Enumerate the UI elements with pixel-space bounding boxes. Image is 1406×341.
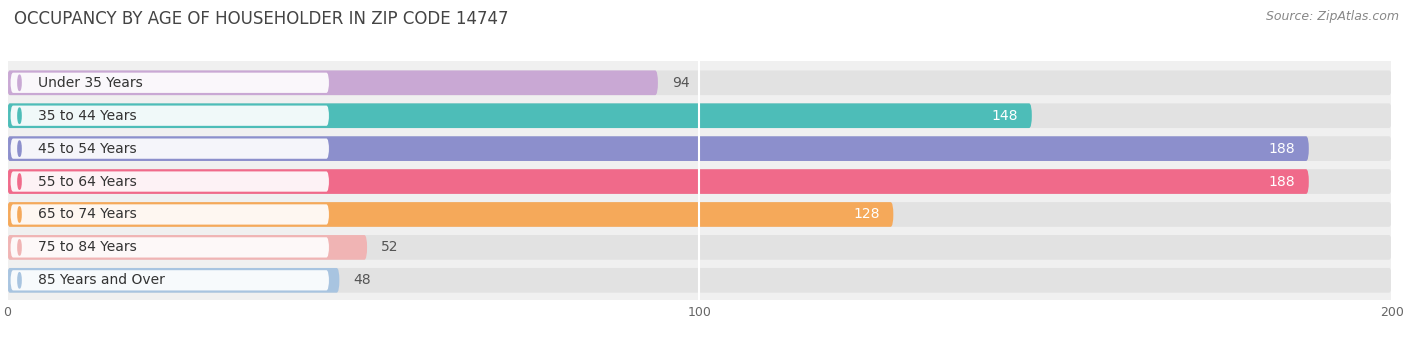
- FancyBboxPatch shape: [7, 268, 1392, 293]
- Text: Source: ZipAtlas.com: Source: ZipAtlas.com: [1265, 10, 1399, 23]
- Text: 48: 48: [353, 273, 371, 287]
- Text: 85 Years and Over: 85 Years and Over: [38, 273, 165, 287]
- FancyBboxPatch shape: [7, 235, 1392, 260]
- FancyBboxPatch shape: [10, 106, 329, 126]
- FancyBboxPatch shape: [7, 268, 339, 293]
- FancyBboxPatch shape: [7, 235, 367, 260]
- FancyBboxPatch shape: [7, 103, 1392, 128]
- Circle shape: [18, 273, 21, 288]
- Circle shape: [18, 240, 21, 255]
- Text: 35 to 44 Years: 35 to 44 Years: [38, 109, 136, 123]
- Text: 55 to 64 Years: 55 to 64 Years: [38, 175, 136, 189]
- Text: 188: 188: [1268, 175, 1295, 189]
- Circle shape: [18, 108, 21, 123]
- Text: 94: 94: [672, 76, 689, 90]
- Circle shape: [18, 141, 21, 156]
- FancyBboxPatch shape: [10, 172, 329, 192]
- FancyBboxPatch shape: [10, 237, 329, 257]
- FancyBboxPatch shape: [7, 202, 1392, 227]
- Text: 128: 128: [853, 207, 880, 221]
- Circle shape: [18, 75, 21, 90]
- FancyBboxPatch shape: [7, 136, 1392, 161]
- FancyBboxPatch shape: [7, 169, 1309, 194]
- FancyBboxPatch shape: [7, 136, 1309, 161]
- Text: 148: 148: [991, 109, 1018, 123]
- Text: OCCUPANCY BY AGE OF HOUSEHOLDER IN ZIP CODE 14747: OCCUPANCY BY AGE OF HOUSEHOLDER IN ZIP C…: [14, 10, 509, 28]
- Text: 75 to 84 Years: 75 to 84 Years: [38, 240, 136, 254]
- FancyBboxPatch shape: [7, 103, 1032, 128]
- FancyBboxPatch shape: [7, 169, 1392, 194]
- Text: 52: 52: [381, 240, 398, 254]
- FancyBboxPatch shape: [7, 202, 893, 227]
- Text: Under 35 Years: Under 35 Years: [38, 76, 143, 90]
- FancyBboxPatch shape: [7, 71, 1392, 95]
- FancyBboxPatch shape: [10, 204, 329, 225]
- FancyBboxPatch shape: [7, 71, 658, 95]
- Circle shape: [18, 174, 21, 189]
- Circle shape: [18, 207, 21, 222]
- FancyBboxPatch shape: [10, 270, 329, 291]
- Text: 45 to 54 Years: 45 to 54 Years: [38, 142, 136, 155]
- Text: 65 to 74 Years: 65 to 74 Years: [38, 207, 136, 221]
- Text: 188: 188: [1268, 142, 1295, 155]
- FancyBboxPatch shape: [10, 73, 329, 93]
- FancyBboxPatch shape: [10, 138, 329, 159]
